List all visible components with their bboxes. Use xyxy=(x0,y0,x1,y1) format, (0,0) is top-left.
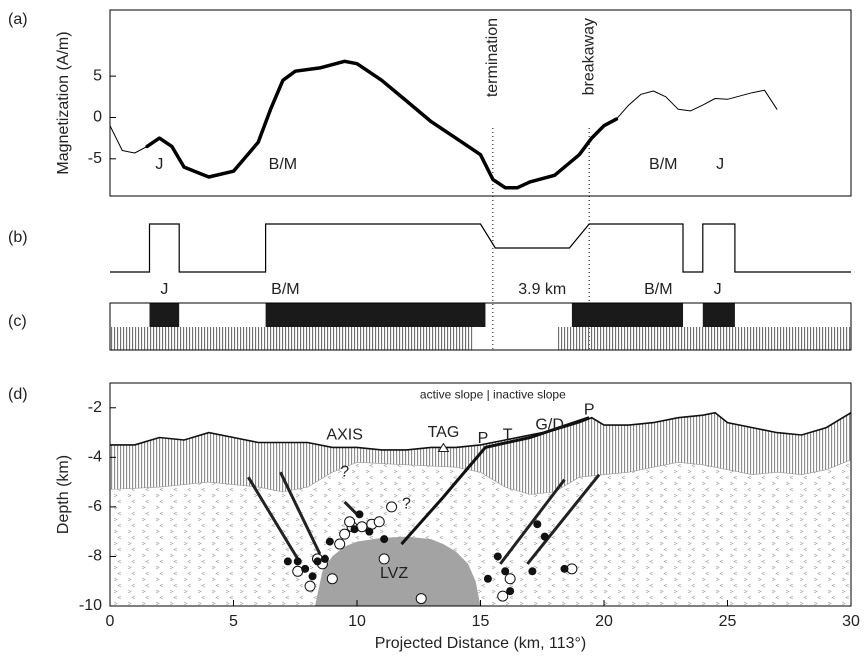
section-label: G/D xyxy=(535,416,563,433)
section-label: P xyxy=(478,430,489,447)
earthquake-filled xyxy=(533,520,542,529)
y-tick-label: -2 xyxy=(88,399,102,416)
normal-block xyxy=(702,303,735,327)
y-axis-label: Magnetization (A/m) xyxy=(55,31,72,174)
earthquake-filled xyxy=(320,554,329,563)
seafloor xyxy=(110,411,852,451)
earthquake-filled xyxy=(325,537,334,546)
panel-label: (d) xyxy=(8,386,28,403)
earthquake-open xyxy=(344,516,356,528)
earthquake-open xyxy=(504,573,516,585)
earthquake-filled xyxy=(308,572,317,581)
block-label: B/M xyxy=(644,281,672,298)
earthquake-filled xyxy=(283,557,292,566)
earthquake-filled xyxy=(483,574,492,583)
earthquake-filled xyxy=(301,564,310,573)
section-label: TAG xyxy=(428,424,460,441)
panel-label: (c) xyxy=(8,313,27,330)
earthquake-open xyxy=(356,521,368,533)
section-label: ? xyxy=(402,496,411,513)
plot-frame xyxy=(109,9,852,197)
y-tick-label: 5 xyxy=(93,67,102,84)
y-tick-label: -4 xyxy=(88,449,102,466)
section-label: P xyxy=(584,401,595,418)
annotation: B/M xyxy=(649,156,677,173)
blocks-frame xyxy=(109,302,852,351)
earthquake-open xyxy=(497,590,509,602)
block-label: J xyxy=(714,281,722,298)
earthquake-filled xyxy=(355,510,364,519)
y-tick-label: -8 xyxy=(88,548,102,565)
y-tick-label: -6 xyxy=(88,498,102,515)
lvz xyxy=(315,536,481,606)
annotation: J xyxy=(716,156,724,173)
marker-label: termination xyxy=(484,18,501,97)
y-axis-label: Depth (km) xyxy=(55,455,72,534)
normal-block xyxy=(149,303,180,327)
annotation: B/M xyxy=(269,156,297,173)
fault xyxy=(247,476,299,560)
block-label: B/M xyxy=(271,281,299,298)
section-label: ? xyxy=(340,463,349,480)
fault xyxy=(526,473,601,565)
earthquake-open xyxy=(386,501,398,513)
earthquake-filled xyxy=(506,587,515,596)
earthquake-filled xyxy=(350,525,359,534)
earthquake-filled xyxy=(380,535,389,544)
x-tick-label: 10 xyxy=(348,613,366,630)
lvz-label: LVZ xyxy=(380,565,408,582)
tag-marker xyxy=(437,442,450,453)
reversed-hatch xyxy=(110,327,474,350)
earthquake-filled xyxy=(540,532,549,541)
earthquake-open xyxy=(378,553,390,565)
block-label: 3.9 km xyxy=(518,281,566,298)
section-label: active slope | inactive slope xyxy=(420,388,566,402)
earthquake-filled xyxy=(528,567,537,576)
x-tick-label: 25 xyxy=(719,613,737,630)
block-profile xyxy=(110,223,851,273)
earthquake-open xyxy=(334,538,346,550)
earthquake-filled xyxy=(560,564,569,573)
earthquake-filled xyxy=(313,557,322,566)
detachment-fault xyxy=(400,416,590,546)
section-label: T xyxy=(503,426,513,443)
earthquake-open xyxy=(373,516,385,528)
earthquake-open xyxy=(339,528,351,540)
section-label: AXIS xyxy=(326,426,362,443)
normal-block xyxy=(571,303,684,327)
earthquake-filled xyxy=(493,552,502,561)
fault xyxy=(279,471,322,555)
reversed-hatch xyxy=(557,327,851,350)
x-axis-label: Projected Distance (km, 113°) xyxy=(375,635,587,652)
earthquake-filled xyxy=(501,567,510,576)
magnetization-line xyxy=(145,59,619,190)
x-tick-label: 30 xyxy=(842,613,860,630)
y-tick-label: 0 xyxy=(93,109,102,126)
panel-label: (a) xyxy=(8,11,28,28)
panel-label: (b) xyxy=(8,229,28,246)
earthquake-filled xyxy=(293,557,302,566)
block-label: J xyxy=(160,281,168,298)
earthquake-open xyxy=(415,593,427,605)
earthquake-filled xyxy=(365,527,374,536)
y-tick-label: -5 xyxy=(88,150,102,167)
earthquake-open xyxy=(304,580,316,592)
earthquake-open xyxy=(292,565,304,577)
marker-label: breakaway xyxy=(580,18,597,95)
x-tick-label: 20 xyxy=(595,613,613,630)
x-tick-label: 5 xyxy=(229,613,238,630)
normal-block xyxy=(265,303,486,327)
fault xyxy=(499,478,566,565)
annotation: J xyxy=(155,156,163,173)
magnetization-line xyxy=(109,89,778,154)
x-tick-label: 15 xyxy=(472,613,490,630)
earthquake-open xyxy=(326,573,338,585)
x-tick-label: 0 xyxy=(106,613,115,630)
y-tick-label: -10 xyxy=(79,597,102,614)
